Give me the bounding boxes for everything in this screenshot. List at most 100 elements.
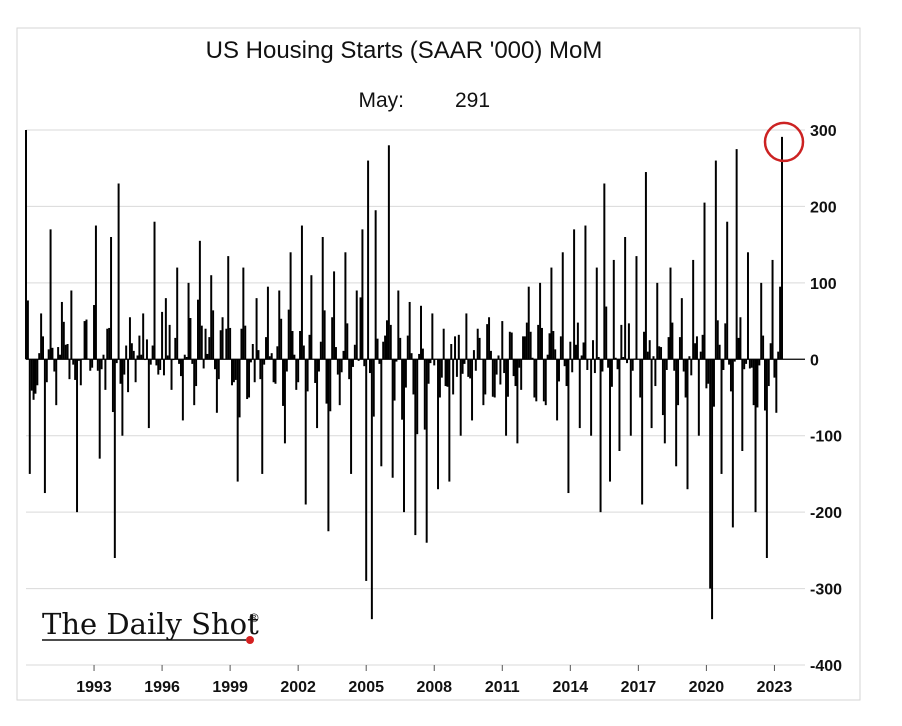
bar [255, 298, 258, 360]
bar [527, 286, 530, 360]
bar [620, 324, 623, 360]
bar [225, 328, 228, 360]
bar [639, 359, 642, 398]
bar [327, 359, 330, 532]
bar [382, 341, 385, 360]
bar [652, 356, 655, 360]
bar [741, 359, 744, 451]
bar [724, 323, 727, 360]
bar [217, 359, 220, 380]
bar [389, 324, 392, 360]
bar [605, 306, 608, 360]
bar [55, 359, 58, 406]
bar [130, 343, 133, 360]
bar [329, 359, 332, 412]
bar [60, 301, 63, 360]
bar [646, 351, 649, 360]
bar [748, 359, 751, 369]
bar [412, 359, 415, 395]
bar [350, 359, 353, 474]
bar [87, 358, 90, 360]
bar [775, 359, 778, 413]
bar [593, 359, 596, 374]
bar [423, 359, 426, 430]
bar [100, 359, 103, 370]
bar [74, 359, 77, 380]
bar [125, 345, 128, 360]
bar [446, 359, 449, 387]
bar [338, 359, 341, 406]
bar [304, 359, 307, 505]
bar [204, 328, 207, 360]
bar [244, 325, 247, 360]
bar [361, 229, 364, 360]
bar [323, 310, 326, 360]
bar [675, 359, 678, 467]
bar [293, 354, 296, 360]
bar [234, 359, 237, 380]
bar [437, 359, 440, 490]
bar [455, 359, 458, 377]
bar [654, 359, 657, 387]
bar [567, 359, 570, 494]
bar [575, 344, 577, 360]
bar [707, 359, 710, 384]
bar [295, 359, 298, 390]
bar [397, 290, 400, 360]
bar [471, 359, 474, 421]
bar [208, 337, 211, 360]
bar [144, 359, 147, 361]
bar [465, 313, 468, 360]
bar [401, 359, 404, 420]
bar [91, 359, 94, 368]
bar [597, 356, 600, 360]
bar [278, 290, 281, 360]
y-tick-label: 200 [810, 199, 837, 216]
bar [193, 359, 196, 406]
bar [157, 359, 160, 375]
chart-subtitle-value: 291 [455, 89, 490, 112]
bar [246, 359, 249, 400]
bar [641, 359, 644, 505]
bar [368, 359, 371, 374]
bar [161, 311, 164, 360]
bar [174, 337, 177, 360]
bar-series [25, 130, 783, 620]
bar [665, 359, 668, 370]
bar [694, 343, 697, 360]
bar [718, 344, 721, 360]
bar [49, 229, 52, 360]
bar [533, 359, 536, 398]
logo-dot [246, 636, 254, 644]
bar [508, 331, 511, 360]
bar [469, 359, 472, 379]
bar [334, 347, 337, 360]
bar [283, 359, 286, 444]
bar [695, 336, 698, 360]
bar [580, 355, 583, 360]
bar [317, 359, 320, 372]
bar [210, 275, 213, 360]
bar [187, 282, 190, 360]
bar [584, 225, 587, 360]
bar [735, 149, 738, 360]
bar [191, 359, 194, 364]
bar [316, 359, 319, 429]
bar [739, 317, 742, 360]
bar [110, 237, 113, 360]
bar [501, 321, 504, 360]
bar [164, 298, 167, 360]
bar [79, 359, 82, 386]
bar [609, 359, 611, 482]
bar [746, 252, 749, 360]
bar [123, 359, 126, 375]
bar [720, 359, 723, 474]
bar [403, 359, 405, 513]
bar [43, 359, 46, 494]
bar [45, 359, 48, 383]
bar [656, 282, 659, 360]
bar [627, 323, 630, 360]
bar [367, 160, 370, 360]
bar [478, 337, 481, 360]
bar [28, 359, 31, 474]
